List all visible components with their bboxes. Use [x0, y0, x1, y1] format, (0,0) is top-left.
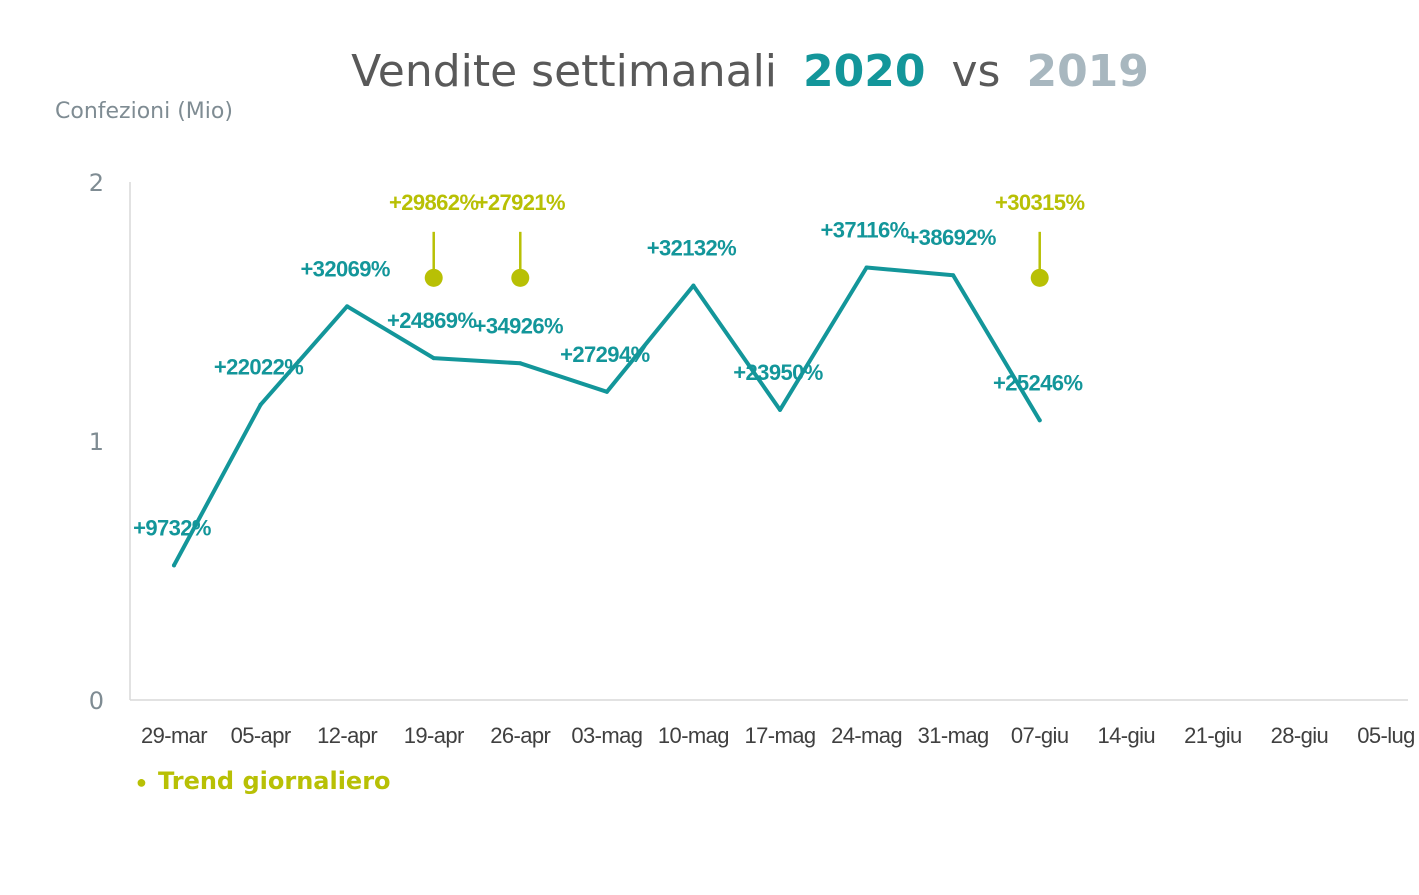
x-tick-label: 05-apr [231, 723, 291, 748]
x-tick-label: 05-lug [1357, 723, 1415, 748]
data-label: +27294% [560, 342, 649, 367]
trend-marker-label: +29862% [389, 190, 478, 215]
title-prefix: Vendite settimanali [351, 46, 777, 97]
x-tick-label: 03-mag [571, 723, 642, 748]
x-tick-label: 28-giu [1271, 723, 1329, 748]
title-highlight-year: 2020 [803, 46, 925, 97]
x-tick-label: 29-mar [141, 723, 207, 748]
x-tick-label: 21-giu [1184, 723, 1242, 748]
data-label: +22022% [214, 355, 303, 380]
trend-marker-label: +30315% [995, 190, 1084, 215]
series-point [431, 356, 436, 361]
series-point [1037, 418, 1042, 423]
x-tick-label: 12-apr [317, 723, 377, 748]
series-point [345, 304, 350, 309]
data-label: +37116% [820, 217, 908, 242]
series-point [951, 273, 956, 278]
y-axis-title: Confezioni (Mio) [55, 99, 233, 124]
chart-title: Vendite settimanali 2020 vs 2019 [351, 46, 1149, 97]
trend-markers-layer: +29862%+27921% +30315% [389, 190, 1085, 287]
data-label: +32069% [300, 256, 389, 281]
series-point [172, 563, 176, 568]
x-tick-label: 14-giu [1098, 723, 1156, 748]
data-label: +32132% [647, 236, 736, 261]
data-label: +23950% [733, 360, 822, 385]
series-point [258, 402, 263, 407]
x-tick-label: 26-apr [490, 723, 550, 748]
series-point [691, 283, 696, 288]
trend-marker-dot [511, 268, 530, 287]
y-tick-labels: 0 1 2 [89, 169, 104, 715]
series-point [778, 407, 782, 412]
x-tick-label: 17-mag [745, 723, 816, 748]
series-point [604, 389, 609, 394]
x-tick-labels: 29-mar 05-apr 12-apr 19-apr 26-apr 03-mag 10-m… [141, 723, 1415, 748]
title-middle: vs [951, 46, 1000, 97]
legend: ● Trend giornaliero [136, 767, 391, 795]
x-tick-label: 24-mag [831, 723, 902, 748]
title-compare-year: 2019 [1026, 46, 1148, 97]
x-tick-label: 19-apr [404, 723, 464, 748]
legend-bullet-icon: ● [136, 772, 147, 792]
trend-marker-label: +27921% [476, 190, 565, 215]
data-label: +9732% [133, 515, 211, 540]
y-tick-label: 1 [89, 428, 104, 456]
data-label: +24869% [387, 308, 476, 333]
series-point [518, 361, 523, 366]
data-label: +38692% [906, 225, 995, 250]
series-layer [172, 265, 1042, 568]
y-tick-label: 2 [89, 169, 104, 197]
data-labels-layer: +9732% +22022% +32069% +24869%+34926% +27294… [133, 217, 1083, 540]
trend-marker-dot [1030, 268, 1049, 287]
x-tick-label: 07-giu [1011, 723, 1069, 748]
data-label: +34926% [474, 313, 563, 338]
x-tick-label: 10-mag [658, 723, 729, 748]
data-label: +25246% [993, 370, 1082, 395]
x-tick-label: 31-mag [918, 723, 989, 748]
series-line [172, 265, 1042, 568]
y-tick-label: 0 [89, 687, 104, 715]
legend-label: Trend giornaliero [158, 767, 391, 795]
series-point [864, 265, 869, 270]
trend-marker-dot [424, 268, 443, 287]
